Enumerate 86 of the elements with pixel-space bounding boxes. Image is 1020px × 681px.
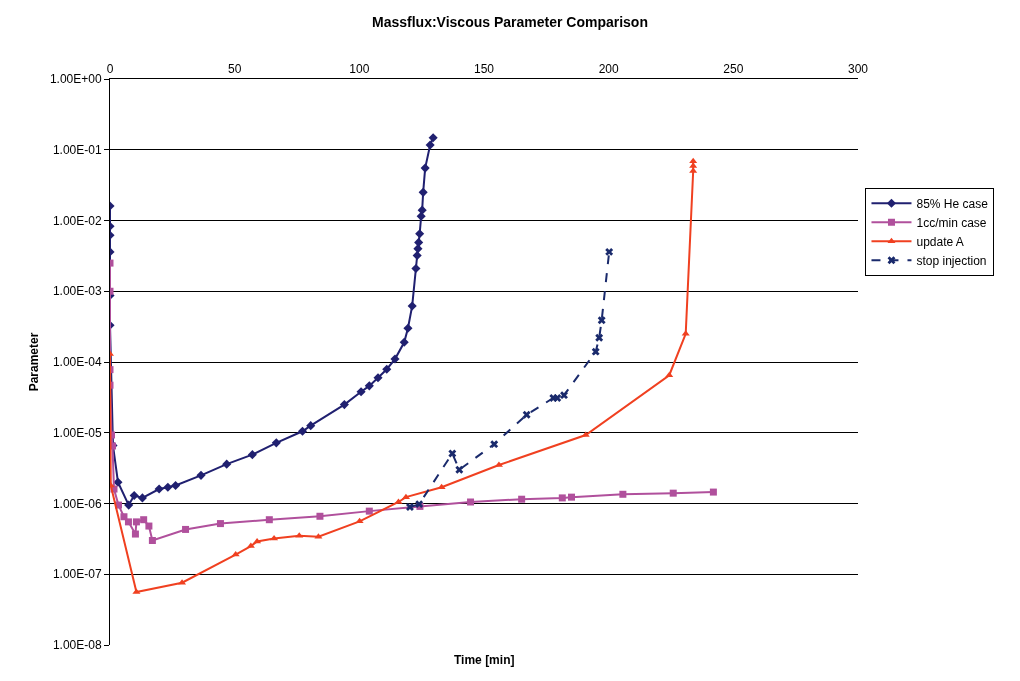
point [415,229,425,239]
x-tick-label: 250 [723,62,744,77]
x-tick-label: 300 [847,62,869,77]
point [518,495,526,503]
point [709,488,717,496]
point [373,373,383,383]
point [120,513,128,521]
point [417,205,427,215]
point [163,482,173,492]
point [467,498,475,506]
y-tick-label: 1.00E-05 [52,425,102,440]
point [560,391,568,400]
point [420,163,430,173]
point [405,503,414,512]
chart-title: Massflux:Viscous Parameter Comparison [372,13,648,30]
point [403,323,413,333]
legend-label: update A [916,235,964,249]
point [412,250,422,261]
point [154,484,164,494]
point [448,449,457,458]
point [124,518,132,526]
point [390,354,400,364]
point [148,536,156,544]
x-tick-label: 150 [473,62,495,77]
point [297,426,308,436]
point [413,244,423,254]
point [365,507,373,515]
point [271,438,281,448]
x-tick-label: 200 [598,62,619,77]
point [605,247,614,256]
point [306,421,316,431]
point [418,187,428,197]
legend-label: 85% He case [916,197,989,211]
y-tick-label: 1.00E-04 [52,355,102,370]
point [411,263,421,273]
y-tick-label: 1.00E-03 [52,284,102,299]
point [597,316,606,325]
point [399,337,409,347]
point [145,522,153,530]
point [595,333,604,342]
point [132,518,140,526]
x-tick-label: 50 [227,62,242,77]
point [182,525,190,533]
point [129,490,139,500]
point [247,450,257,460]
point [619,490,627,498]
legend-label: stop injection [916,254,987,268]
point [522,410,531,419]
point [669,489,677,497]
point [490,440,499,449]
point [591,347,600,356]
x-tick-label: 100 [349,62,370,77]
point [216,520,224,528]
legend-label: 1cc/min case [916,216,987,230]
y-tick-label: 1.00E-02 [52,213,102,228]
point [428,133,438,143]
point [356,387,366,397]
point [407,301,417,311]
point [355,517,364,524]
x-tick-label: 0 [106,62,114,77]
y-tick-label: 1.00E-01 [52,142,102,157]
y-tick-label: 1.00E-07 [52,567,102,582]
point [364,381,374,391]
point [339,400,349,410]
point [222,459,232,469]
point [124,500,134,510]
point [414,237,424,247]
point [171,480,181,490]
y-axis-title: Parameter [27,332,42,392]
point [558,494,566,502]
point [553,394,562,402]
point [455,465,464,474]
point [196,470,206,480]
point [137,493,147,503]
point [131,530,139,538]
point [316,512,324,520]
y-tick-label: 1.00E+00 [49,72,102,87]
point [113,477,123,487]
point [425,140,435,150]
point [140,516,148,524]
point [382,364,392,374]
y-tick-label: 1.00E-08 [52,638,102,653]
point [568,493,576,501]
y-tick-label: 1.00E-06 [52,496,102,511]
point [265,516,273,524]
x-axis-title: Time [min] [454,653,515,667]
